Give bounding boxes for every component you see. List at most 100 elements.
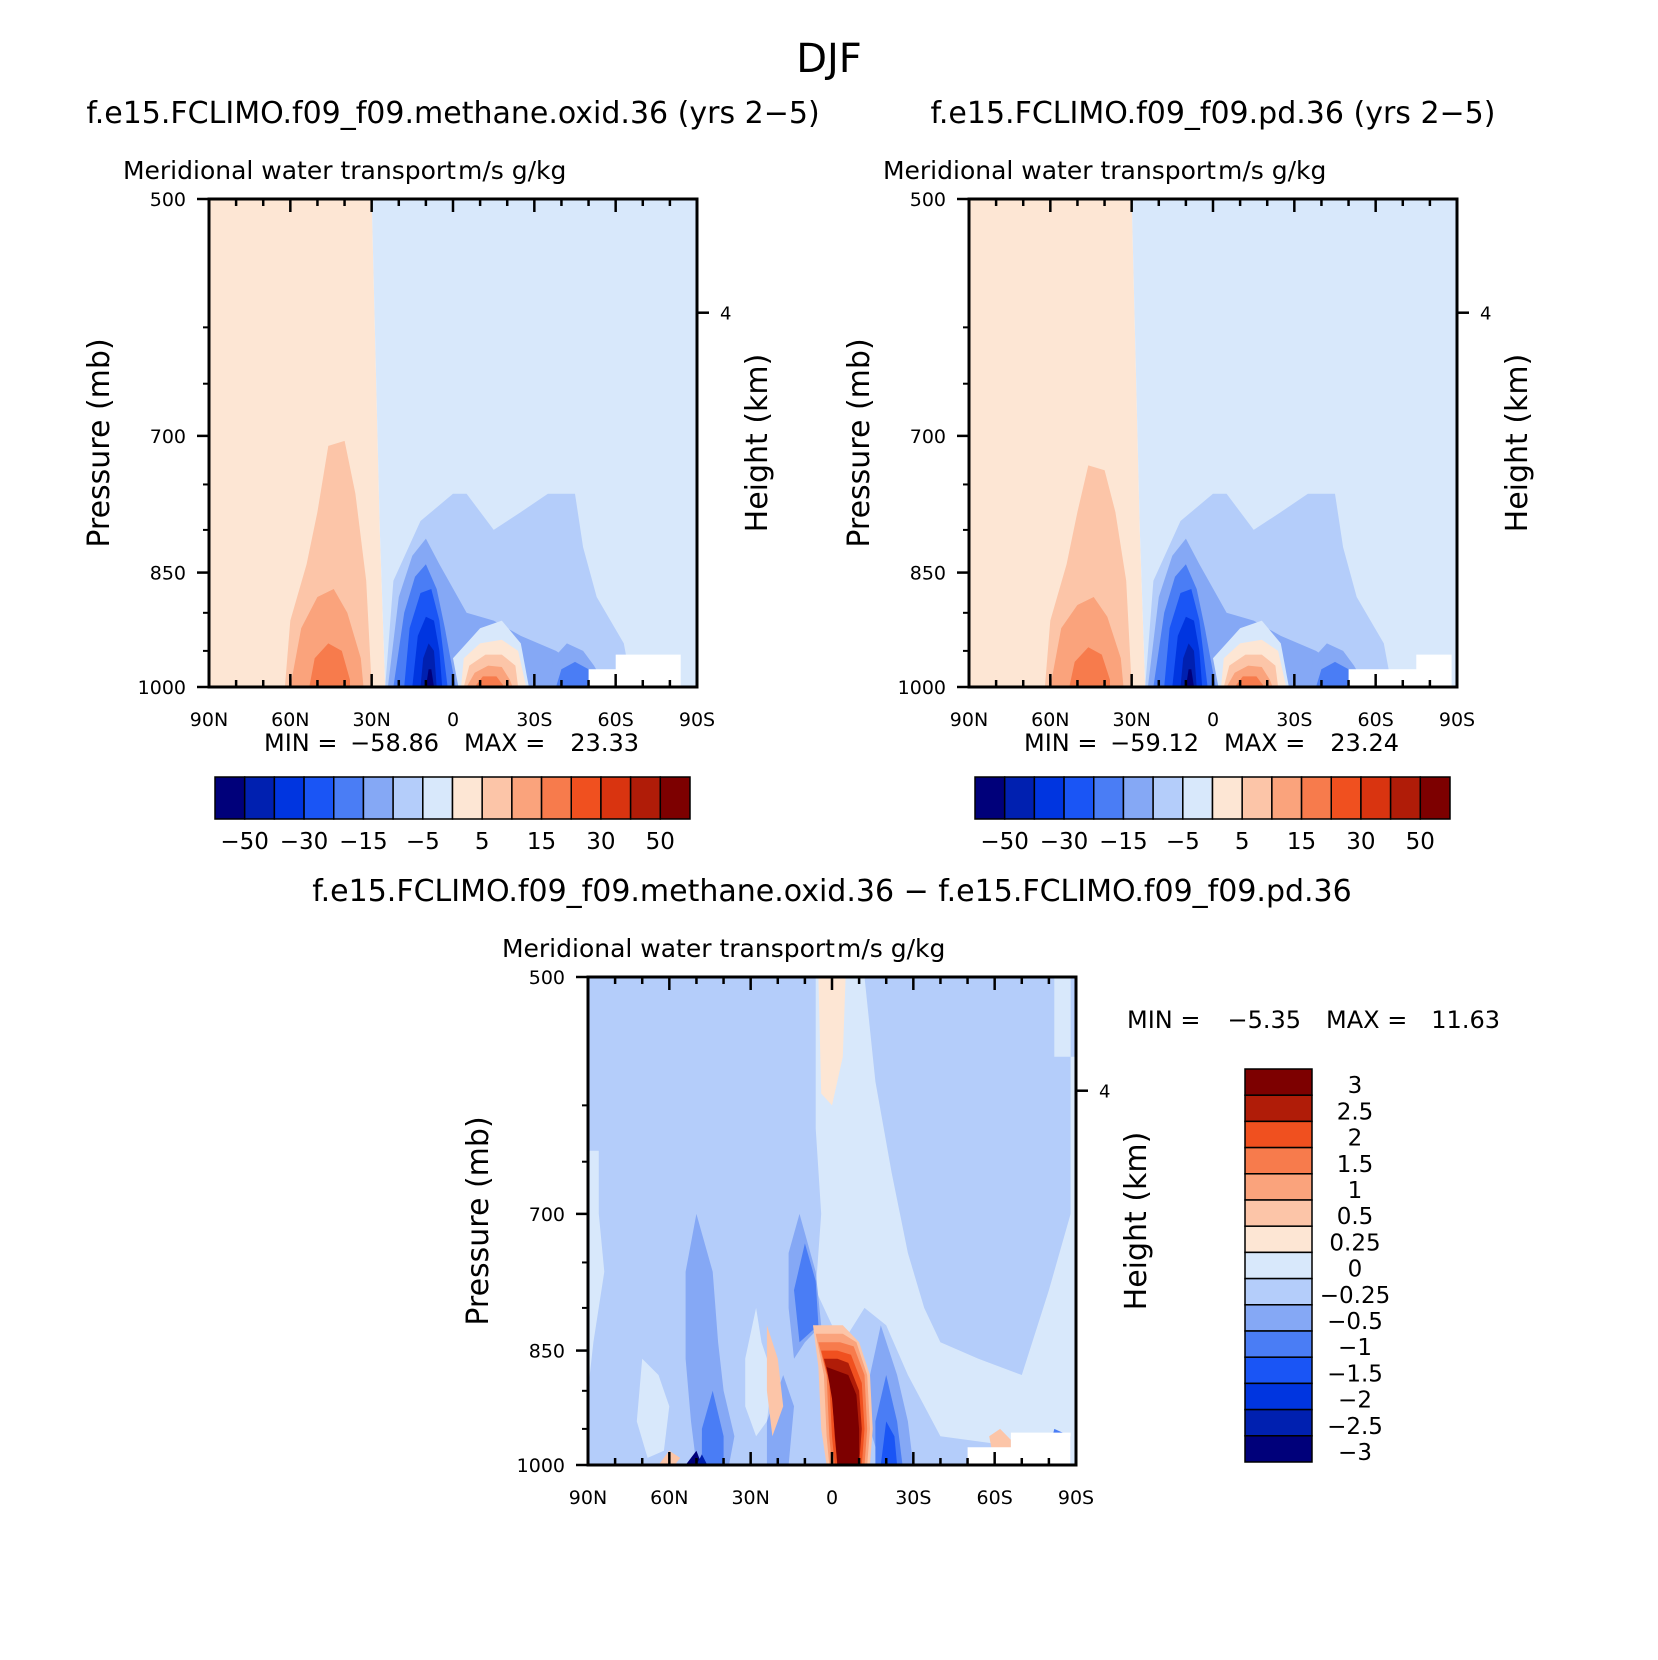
colorbar-swatch bbox=[1244, 1277, 1313, 1306]
colorbar-label: 5 bbox=[475, 829, 490, 855]
colorbar-swatch bbox=[1122, 776, 1154, 820]
y-tick-label: 700 bbox=[150, 426, 186, 448]
colorbar-swatch bbox=[1241, 776, 1273, 820]
x-tick-label: 60S bbox=[1358, 709, 1394, 731]
colorbar-label: 5 bbox=[1235, 829, 1250, 855]
colorbar-swatch bbox=[1271, 776, 1303, 820]
contour-region bbox=[1069, 647, 1110, 687]
x-tick-label: 90S bbox=[679, 709, 715, 731]
colorbar-label: 1.5 bbox=[1337, 1152, 1374, 1178]
contour-region bbox=[588, 1150, 605, 1391]
colorbar-label: −2.5 bbox=[1327, 1414, 1383, 1440]
subtitle-left: Meridional water transport bbox=[502, 934, 835, 963]
colorbar-label: 2 bbox=[1348, 1126, 1363, 1152]
colorbar-swatch bbox=[629, 776, 662, 820]
x-tick-label: 30S bbox=[516, 709, 552, 731]
colorbar-label: −50 bbox=[980, 829, 1029, 855]
x-tick-label: 30N bbox=[731, 1487, 769, 1509]
colorbar: 32.521.510.50.250−0.25−0.5−1−1.5−2−2.5−3 bbox=[1244, 1068, 1390, 1466]
y-tick-label: 500 bbox=[529, 967, 565, 989]
colorbar-swatch bbox=[1389, 776, 1422, 820]
panel-methane-oxid: f.e15.FCLIMO.f09_f09.methane.oxid.36 (yr… bbox=[82, 96, 820, 855]
x-tick-label: 0 bbox=[1207, 709, 1219, 731]
x-tick-label: 0 bbox=[447, 709, 459, 731]
contour-fills bbox=[969, 199, 1457, 687]
contour-region bbox=[826, 1367, 860, 1465]
subtitle-left: Meridional water transport bbox=[883, 156, 1216, 185]
subtitle-right: m/s g/kg bbox=[1218, 156, 1326, 185]
colorbar-label: −3 bbox=[1338, 1440, 1372, 1466]
max-label: MAX = bbox=[1224, 729, 1305, 757]
min-value: −5.35 bbox=[1227, 1006, 1301, 1034]
colorbar-swatch bbox=[1419, 776, 1451, 820]
max-value: 23.24 bbox=[1330, 729, 1399, 757]
contour-region bbox=[1316, 661, 1354, 687]
colorbar-swatch bbox=[1093, 776, 1125, 820]
colorbar-swatch bbox=[1244, 1094, 1313, 1123]
contour-region bbox=[875, 1375, 903, 1465]
y-tick-label: 1000 bbox=[517, 1455, 565, 1477]
colorbar-swatch bbox=[1330, 776, 1362, 820]
colorbar-swatch bbox=[1244, 1120, 1313, 1149]
colorbar-swatch bbox=[659, 776, 691, 820]
contour-region bbox=[1180, 643, 1197, 687]
y-tick-label: 850 bbox=[150, 563, 186, 585]
min-label: MIN = bbox=[264, 729, 337, 757]
x-tick-label: 60N bbox=[650, 1487, 688, 1509]
colorbar-swatch bbox=[422, 776, 454, 820]
y-tick-label: 850 bbox=[529, 1341, 565, 1363]
contour-region bbox=[794, 1243, 819, 1343]
colorbar-swatch bbox=[333, 776, 365, 820]
right-axis-label: Height (km) bbox=[1119, 1132, 1154, 1311]
colorbar-swatch bbox=[511, 776, 543, 820]
y-axis-label: Pressure (mb) bbox=[82, 338, 117, 547]
x-tick-label: 90S bbox=[1439, 709, 1475, 731]
colorbar-swatch bbox=[570, 776, 602, 820]
x-tick-label: 90N bbox=[950, 709, 988, 731]
x-tick-label: 30N bbox=[1112, 709, 1150, 731]
colorbar-label: 2.5 bbox=[1337, 1099, 1374, 1125]
height-tick-label: 4 bbox=[720, 304, 731, 325]
colorbar-swatch bbox=[362, 776, 394, 820]
colorbar-swatch bbox=[1244, 1199, 1313, 1227]
panel-pd: f.e15.FCLIMO.f09_f09.pd.36 (yrs 2−5) Meri… bbox=[842, 96, 1535, 855]
contour-region bbox=[420, 643, 437, 687]
x-tick-label: 60S bbox=[977, 1487, 1013, 1509]
colorbar-swatch bbox=[1244, 1068, 1313, 1096]
colorbar-label: 50 bbox=[646, 829, 675, 855]
colorbar-label: −15 bbox=[339, 829, 388, 855]
min-label: MIN = bbox=[1024, 729, 1097, 757]
contour-region bbox=[474, 676, 505, 687]
x-tick-label: 30S bbox=[1276, 709, 1312, 731]
colorbar-label: −1 bbox=[1338, 1335, 1372, 1361]
contour-region bbox=[1185, 669, 1194, 687]
contour-region bbox=[685, 1450, 702, 1465]
colorbar-swatch bbox=[481, 776, 513, 820]
contour-region bbox=[701, 1390, 724, 1465]
colorbar-label: −2 bbox=[1338, 1388, 1372, 1414]
contour-region bbox=[766, 1325, 784, 1437]
y-tick-label: 700 bbox=[529, 1204, 565, 1226]
colorbar-swatch bbox=[1003, 776, 1036, 820]
x-tick-label: 90N bbox=[569, 1487, 607, 1509]
right-axis-label: Height (km) bbox=[740, 354, 775, 533]
colorbar-swatch bbox=[974, 776, 1006, 820]
colorbar: −50 −30 −15 −5 5 15 30 50 bbox=[974, 776, 1451, 855]
colorbar-swatch bbox=[1244, 1382, 1313, 1411]
colorbar-swatch bbox=[1360, 776, 1392, 820]
panel-title: f.e15.FCLIMO.f09_f09.methane.oxid.36 − f… bbox=[312, 874, 1351, 909]
colorbar-label: 1 bbox=[1348, 1178, 1363, 1204]
colorbar-label: −50 bbox=[220, 829, 269, 855]
y-axis-label: Pressure (mb) bbox=[842, 338, 877, 547]
colorbar-label: 30 bbox=[1346, 829, 1375, 855]
colorbar-label: 30 bbox=[586, 829, 615, 855]
colorbar-swatch bbox=[600, 776, 632, 820]
colorbar-label: 3 bbox=[1348, 1073, 1363, 1099]
max-value: 23.33 bbox=[570, 729, 639, 757]
colorbar-swatch bbox=[1244, 1225, 1313, 1254]
panel-difference: f.e15.FCLIMO.f09_f09.methane.oxid.36 − f… bbox=[312, 874, 1500, 1509]
y-tick-label: 500 bbox=[910, 189, 946, 211]
contour-region bbox=[636, 1358, 670, 1458]
colorbar-swatch bbox=[1244, 1173, 1313, 1201]
